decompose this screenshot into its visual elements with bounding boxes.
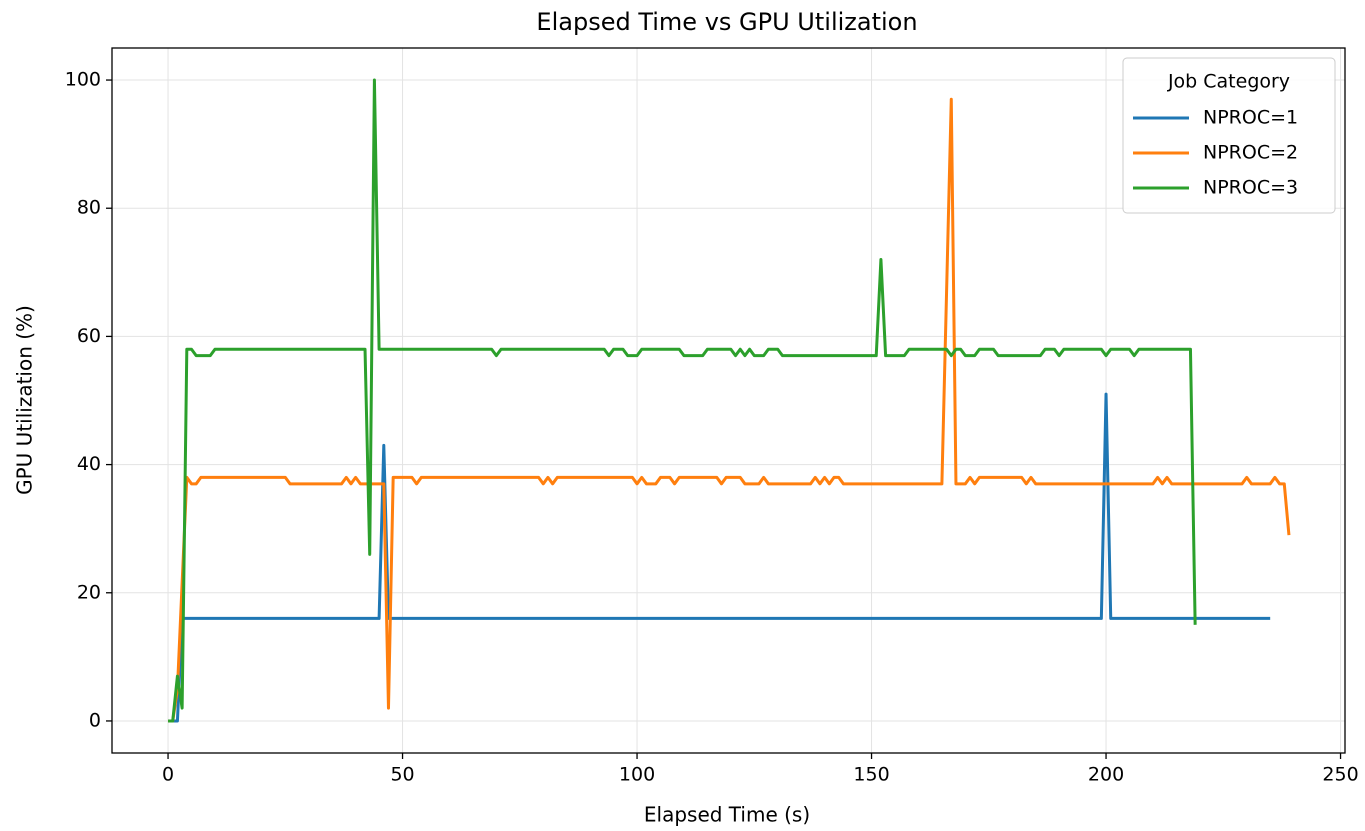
- x-tick-label: 250: [1322, 764, 1358, 786]
- x-tick-label: 100: [619, 764, 655, 786]
- legend-label: NPROC=2: [1203, 142, 1298, 164]
- y-tick-label: 60: [77, 325, 101, 347]
- y-tick-label: 40: [77, 453, 101, 475]
- x-tick-label: 0: [162, 764, 174, 786]
- legend-label: NPROC=3: [1203, 177, 1298, 199]
- series-line: [168, 392, 1271, 723]
- y-axis-label: GPU Utilization (%): [13, 305, 37, 495]
- series-line: [168, 97, 1291, 723]
- x-tick-label: 150: [853, 764, 889, 786]
- y-tick-label: 0: [89, 709, 101, 731]
- y-tick-label: 80: [77, 197, 101, 219]
- y-tick-label: 20: [77, 581, 101, 603]
- legend: Job Category NPROC=1 NPROC=2 NPROC=3: [1122, 57, 1336, 214]
- y-tick-label: 100: [65, 69, 101, 91]
- legend-label: NPROC=1: [1203, 107, 1298, 129]
- x-axis-label: Elapsed Time (s): [644, 803, 810, 827]
- legend-box: [1122, 57, 1336, 214]
- x-tick-label: 50: [390, 764, 414, 786]
- plot-frame: [111, 47, 1346, 754]
- series-line: [168, 78, 1197, 723]
- x-tick-label: 200: [1088, 764, 1124, 786]
- legend-title: Job Category: [1167, 71, 1290, 93]
- chart-title: Elapsed Time vs GPU Utilization: [536, 8, 917, 36]
